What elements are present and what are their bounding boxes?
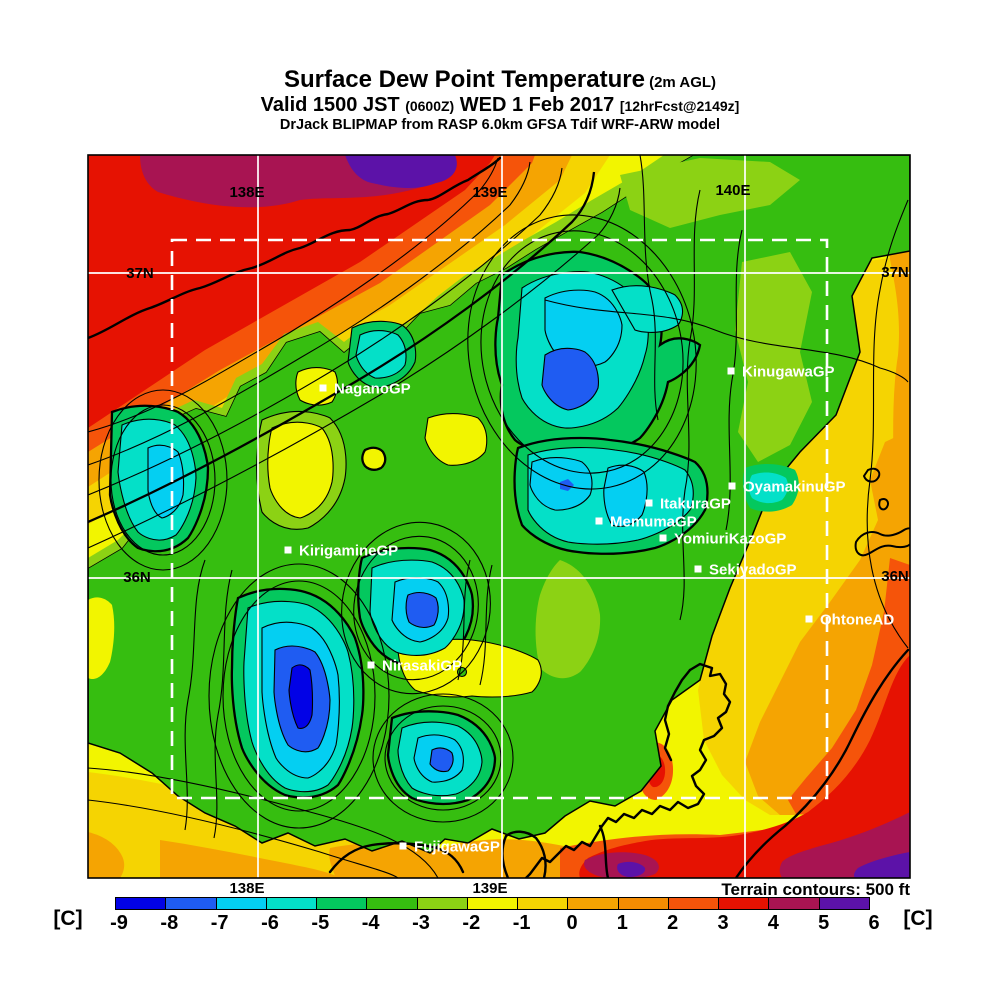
colorbar-segment [116, 898, 166, 909]
unit-label-left: [C] [53, 907, 82, 930]
colorbar-tick-1: 1 [616, 912, 628, 934]
station-label-OyamakinuGP: OyamakinuGP [743, 479, 846, 496]
grid-label-36n-left: 36N [123, 569, 151, 586]
station-marker-icon [399, 842, 407, 850]
station-marker-icon [727, 367, 735, 375]
dewpoint-fill-field [88, 155, 910, 878]
valid-line: Valid 1500 JST (0600Z) WED 1 Feb 2017 [1… [0, 94, 1000, 117]
colorbar-scale [115, 897, 870, 910]
station-label-KirigamineGP: KirigamineGP [299, 543, 398, 560]
title-suffix: (2m AGL) [644, 74, 717, 91]
colorbar-tick-2: 2 [667, 912, 679, 934]
grid-label-36n-right: 36N [881, 568, 909, 585]
colorbar-tick--3: -3 [412, 912, 430, 934]
colorbar-tick--5: -5 [311, 912, 330, 934]
colorbar-tick-5: 5 [818, 912, 830, 934]
station-marker-icon [367, 661, 375, 669]
colorbar-tick-4: 4 [767, 912, 779, 934]
grid-label-138e-bottom: 138E [229, 880, 264, 897]
valid-date: WED 1 Feb 2017 [454, 93, 620, 116]
station-label-ItakuraGP: ItakuraGP [660, 496, 731, 513]
map-border [87, 154, 911, 879]
station-marker-icon [645, 499, 653, 507]
grid-label-138e-top: 138E [229, 184, 264, 201]
forecast-tag: [12hrFcst@2149z] [619, 97, 740, 114]
colorbar-tick--2: -2 [462, 912, 481, 934]
grid-label-37n-right: 37N [881, 264, 909, 281]
station-label-KinugawaGP: KinugawaGP [742, 364, 835, 381]
colorbar-tick-6: 6 [868, 912, 880, 934]
station-marker-icon [805, 615, 813, 623]
coordinate-labels: 138E 139E 140E 37N 37N 36N 36N 138E 139E… [123, 182, 910, 899]
valid-zulu: (0600Z) [405, 97, 455, 114]
station-label-FujigawaGP: FujigawaGP [414, 839, 500, 856]
inner-domain-box [170, 238, 829, 800]
graticule [88, 155, 910, 878]
colorbar-tick--6: -6 [261, 912, 279, 934]
header: Surface Dew Point Temperature (2m AGL) V… [0, 66, 1000, 133]
colorbar-segment [768, 898, 819, 909]
station-marker-icon [728, 482, 736, 490]
colorbar-segment [617, 898, 668, 909]
station-marker-icon [319, 384, 327, 392]
colorbar-segment [416, 898, 467, 909]
station-marker-icon [694, 565, 702, 573]
colorbar-segment [165, 898, 216, 909]
model-line: DrJack BLIPMAP from RASP 6.0km GFSA Tdif… [279, 116, 721, 133]
colorbar-segment [366, 898, 417, 909]
colorbar-tick--8: -8 [160, 912, 179, 934]
station-label-NaganoGP: NaganoGP [334, 381, 411, 398]
terrain-contours-note: Terrain contours: 500 ft [721, 880, 910, 899]
colorbar-tick--1: -1 [512, 912, 531, 934]
station-marker-icon [659, 534, 667, 542]
colorbar-tick--9: -9 [110, 912, 128, 934]
grid-label-139e-top: 139E [472, 184, 507, 201]
station-label-OhtoneAD: OhtoneAD [820, 612, 894, 629]
station-label-SekiyadoGP: SekiyadoGP [709, 562, 797, 579]
colorbar-tick-0: 0 [566, 912, 578, 934]
station-marker-icon [595, 517, 603, 525]
grid-label-140e-top: 140E [715, 182, 750, 199]
colorbar-ticks: -9 -8 -7 -6 -5 -4 -3 -2 -1 0 1 2 3 4 5 6 [110, 910, 879, 934]
grid-label-139e-bottom: 139E [472, 880, 507, 897]
station-annotations: NaganoGP KinugawaGP OyamakinuGP ItakuraGPMe… [284, 364, 894, 856]
station-label-NirasakiGP: NirasakiGP [382, 658, 462, 675]
station-label-MemumaGP: MemumaGP [610, 514, 697, 531]
colorbar-tick--4: -4 [361, 912, 380, 934]
colorbar-segment [466, 898, 518, 909]
station-label-YomiuriKazoGP: YomiuriKazoGP [674, 531, 786, 548]
colorbar-tick--7: -7 [210, 912, 229, 934]
colorbar-segment [215, 898, 266, 909]
colorbar-segment [567, 898, 618, 909]
colorbar-tick-3: 3 [717, 912, 729, 934]
station-marker-icon [284, 546, 292, 554]
colorbar-segment [316, 898, 367, 909]
colorbar-segment [818, 898, 869, 909]
colorbar-segment [517, 898, 568, 909]
colorbar-segment [667, 898, 719, 909]
valid-time: Valid 1500 JST [260, 93, 406, 116]
page-title: Surface Dew Point Temperature (2m AGL) [0, 66, 1000, 94]
title-main: Surface Dew Point Temperature [283, 66, 645, 93]
colorbar-segment [718, 898, 769, 909]
colorbar: -9 -8 -7 -6 -5 -4 -3 -2 -1 0 1 2 3 4 5 6 [110, 897, 880, 934]
colorbar-segment [265, 898, 317, 909]
unit-label-right: [C] [903, 907, 932, 930]
grid-label-37n-left: 37N [126, 265, 154, 282]
